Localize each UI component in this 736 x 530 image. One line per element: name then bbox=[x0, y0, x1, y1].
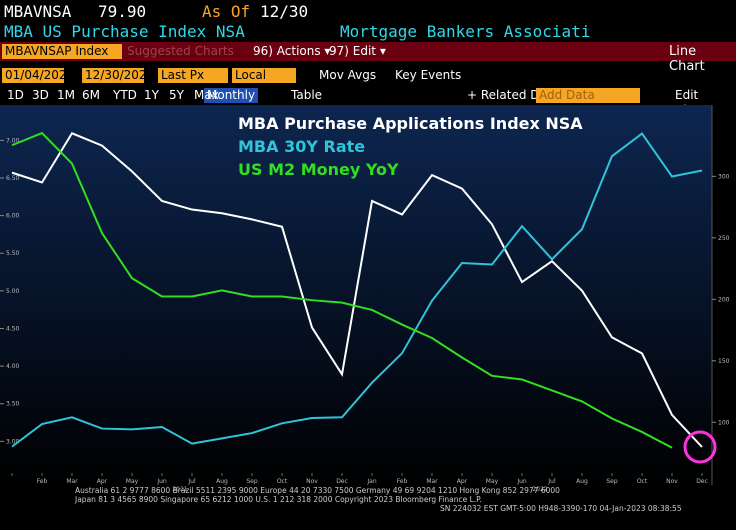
period-button[interactable]: Max bbox=[194, 88, 219, 102]
as-of-date: 12/30 bbox=[260, 2, 309, 21]
x-tick-label: Mar bbox=[66, 478, 78, 485]
y2-tick-label: 250 bbox=[718, 235, 730, 242]
y-tick-label: 6.00 bbox=[6, 213, 20, 220]
security-box[interactable]: MBAVNSAP Index bbox=[2, 44, 122, 59]
ticker: MBAVNSA bbox=[4, 2, 72, 21]
range-bar: 01/04/2021 12/30/2022 Last Px Local CCY … bbox=[0, 66, 736, 97]
legend-entry: MBA Purchase Applications Index NSA bbox=[238, 114, 583, 133]
footer-line: Japan 81 3 4565 8900 Singapore 65 6212 1… bbox=[74, 495, 482, 504]
period-button[interactable]: 5Y bbox=[169, 88, 184, 102]
y-tick-label: 4.00 bbox=[6, 363, 20, 370]
chart-type: Line Chart bbox=[669, 44, 705, 74]
toolbar: MBAVNSAP Index Suggested Charts 96) Acti… bbox=[0, 42, 736, 74]
period-button[interactable]: 6M bbox=[82, 88, 100, 102]
y-tick-label: 5.00 bbox=[6, 288, 20, 295]
actions-menu[interactable]: 96) Actions ▾ bbox=[253, 44, 331, 58]
x-tick-label: Aug bbox=[216, 478, 228, 485]
field-select[interactable]: Last Px bbox=[158, 68, 228, 83]
series-line bbox=[11, 132, 703, 448]
x-tick-label: May bbox=[486, 478, 499, 485]
y2-tick-label: 200 bbox=[718, 296, 730, 303]
year-label: 2021 bbox=[172, 486, 187, 493]
period-button[interactable]: 1Y bbox=[144, 88, 159, 102]
y-tick-label: 3.00 bbox=[6, 438, 20, 445]
x-tick-label: Apr bbox=[97, 478, 108, 485]
footer-line: SN 224032 EST GMT-5:00 H948-3390-170 04-… bbox=[440, 504, 682, 513]
x-tick-label: Feb bbox=[397, 478, 408, 485]
y2-tick-label: 100 bbox=[718, 419, 730, 426]
last-price: 79.90 bbox=[98, 2, 147, 21]
series-line bbox=[11, 132, 703, 448]
series-line bbox=[11, 131, 673, 449]
security-name: MBA US Purchase Index NSA bbox=[4, 22, 245, 41]
edit-menu[interactable]: 97) Edit ▾ bbox=[329, 44, 386, 58]
chart: 3.00 3.50 4.00 4.50 5.00 5.50 6.00 6.50 7.00 100 1… bbox=[0, 105, 730, 513]
x-tick-label: Oct bbox=[277, 478, 288, 485]
footer-line: Australia 61 2 9777 8600 Brazil 5511 239… bbox=[75, 486, 560, 495]
add-data[interactable]: Add Data bbox=[536, 88, 640, 103]
x-tick-label: Jul bbox=[187, 478, 196, 485]
mov-avgs[interactable]: Mov Avgs bbox=[319, 68, 377, 82]
period-button[interactable]: 3D bbox=[32, 88, 49, 102]
end-date[interactable]: 12/30/2022 bbox=[82, 68, 154, 83]
frequency[interactable]: Monthly bbox=[204, 88, 259, 103]
key-events[interactable]: Key Events bbox=[395, 68, 462, 82]
y-tick-label: 4.50 bbox=[6, 325, 20, 332]
x-tick-label: Oct bbox=[637, 478, 648, 485]
x-tick-label: Sep bbox=[606, 478, 618, 485]
highlight-circle bbox=[683, 430, 717, 464]
x-tick-label: Jun bbox=[516, 478, 527, 485]
y-tick-label: 6.50 bbox=[6, 175, 20, 182]
x-tick-label: Nov bbox=[666, 478, 678, 485]
legend-entry: US M2 Money YoY bbox=[238, 160, 399, 179]
legend-entry: MBA 30Y Rate bbox=[238, 137, 365, 156]
x-tick-label: Apr bbox=[457, 478, 468, 485]
x-tick-label: Dec bbox=[696, 478, 708, 485]
currency-select[interactable]: Local CCY bbox=[232, 68, 296, 97]
period-button[interactable]: YTD bbox=[113, 88, 137, 102]
x-tick-label: May bbox=[126, 478, 139, 485]
period-bar: Monthly Table + Related Dat Add Data Edi… bbox=[0, 86, 736, 117]
y-tick-label: 3.50 bbox=[6, 401, 20, 408]
x-tick-label: Mar bbox=[426, 478, 438, 485]
y2-tick-label: 300 bbox=[718, 173, 730, 180]
x-tick-label: Aug bbox=[576, 478, 588, 485]
x-tick-label: Dec bbox=[336, 478, 348, 485]
related-data[interactable]: + Related Dat bbox=[467, 88, 552, 102]
y2-tick-label: 150 bbox=[718, 358, 730, 365]
year-label: 2022 bbox=[532, 486, 547, 493]
as-of-label: As Of bbox=[202, 2, 251, 21]
source: Mortgage Bankers Associati bbox=[340, 22, 591, 41]
suggested-charts[interactable]: Suggested Charts bbox=[127, 44, 234, 58]
x-tick-label: Sep bbox=[246, 478, 258, 485]
y-tick-label: 5.50 bbox=[6, 250, 20, 257]
x-tick-label: Jan bbox=[366, 478, 376, 485]
x-tick-label: Feb bbox=[37, 478, 48, 485]
y-tick-label: 7.00 bbox=[6, 137, 20, 144]
x-tick-label: Nov bbox=[306, 478, 318, 485]
period-button[interactable]: 1M bbox=[57, 88, 75, 102]
x-tick-label: Jun bbox=[156, 478, 167, 485]
table-button[interactable]: Table bbox=[291, 88, 323, 102]
x-tick-label: Jul bbox=[547, 478, 556, 485]
edit-chart[interactable]: Edit Chart bbox=[675, 88, 708, 117]
period-button[interactable]: 1D bbox=[7, 88, 24, 102]
start-date[interactable]: 01/04/2021 bbox=[2, 68, 74, 83]
